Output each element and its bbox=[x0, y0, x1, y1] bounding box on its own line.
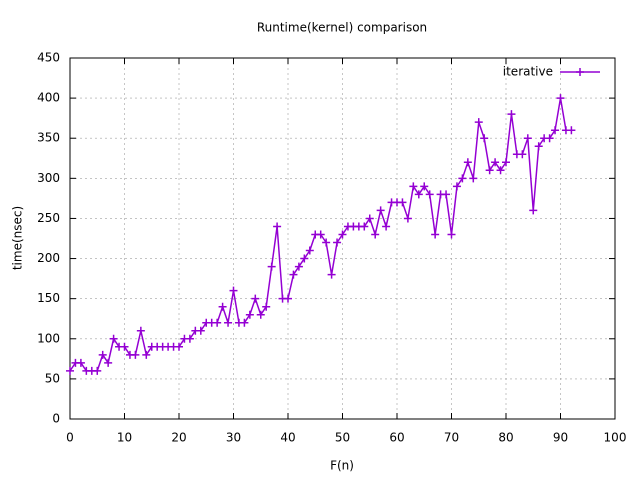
data-point bbox=[496, 166, 505, 175]
y-tick-label: 400 bbox=[37, 91, 60, 105]
data-point bbox=[120, 342, 129, 351]
data-point bbox=[245, 310, 254, 319]
data-point bbox=[409, 182, 418, 191]
data-point bbox=[567, 126, 576, 135]
data-point bbox=[142, 350, 151, 359]
data-point bbox=[316, 230, 325, 239]
y-tick-label: 200 bbox=[37, 251, 60, 265]
data-point bbox=[556, 94, 565, 103]
data-point bbox=[327, 270, 336, 279]
y-tick-label: 100 bbox=[37, 331, 60, 345]
data-point bbox=[491, 158, 500, 167]
x-tick-label: 90 bbox=[553, 431, 568, 445]
y-tick-label: 450 bbox=[37, 51, 60, 65]
data-point bbox=[518, 150, 527, 159]
data-point bbox=[267, 262, 276, 271]
y-tick-label: 250 bbox=[37, 211, 60, 225]
data-point bbox=[131, 350, 140, 359]
data-point bbox=[218, 302, 227, 311]
plot-border bbox=[69, 57, 616, 420]
data-point bbox=[452, 182, 461, 191]
data-point bbox=[229, 286, 238, 295]
y-tick-label: 0 bbox=[52, 412, 60, 426]
data-point bbox=[534, 142, 543, 151]
data-point bbox=[551, 126, 560, 135]
data-point bbox=[458, 174, 467, 183]
x-tick-label: 60 bbox=[389, 431, 404, 445]
data-point bbox=[98, 350, 107, 359]
x-tick-label: 70 bbox=[444, 431, 459, 445]
data-point bbox=[109, 334, 118, 343]
data-point bbox=[545, 134, 554, 143]
data-point bbox=[414, 190, 423, 199]
y-tick-label: 50 bbox=[45, 371, 60, 385]
data-point bbox=[294, 262, 303, 271]
data-point bbox=[93, 366, 102, 375]
data-point bbox=[284, 294, 292, 303]
data-point bbox=[463, 158, 472, 167]
data-point bbox=[507, 110, 516, 119]
data-point bbox=[485, 166, 494, 175]
data-point bbox=[256, 310, 265, 319]
chart-title: Runtime(kernel) comparison bbox=[257, 21, 427, 35]
data-point bbox=[447, 230, 456, 239]
legend-marker bbox=[576, 68, 584, 76]
data-point bbox=[360, 222, 369, 231]
data-point bbox=[403, 214, 412, 223]
data-point bbox=[420, 182, 429, 191]
data-point bbox=[76, 358, 85, 367]
data-point bbox=[273, 222, 282, 231]
data-point bbox=[251, 294, 260, 303]
x-tick-label: 10 bbox=[117, 431, 132, 445]
data-point bbox=[333, 238, 342, 247]
data-point bbox=[262, 302, 271, 311]
data-point bbox=[213, 318, 222, 327]
data-point bbox=[240, 318, 249, 327]
data-point bbox=[398, 198, 407, 207]
y-tick-label: 300 bbox=[37, 171, 60, 185]
x-tick-label: 0 bbox=[66, 431, 74, 445]
data-point bbox=[224, 318, 233, 327]
data-point bbox=[474, 118, 483, 127]
data-point bbox=[502, 158, 510, 167]
x-tick-label: 40 bbox=[280, 431, 295, 445]
x-tick-label: 100 bbox=[604, 431, 627, 445]
x-tick-label: 20 bbox=[171, 431, 186, 445]
data-point bbox=[196, 326, 205, 335]
data-point bbox=[300, 254, 309, 263]
x-tick-label: 50 bbox=[335, 431, 350, 445]
data-point bbox=[305, 246, 314, 255]
data-point bbox=[523, 134, 532, 143]
data-point bbox=[382, 222, 391, 231]
legend-label: iterative bbox=[503, 65, 553, 79]
data-point bbox=[480, 134, 489, 143]
data-point bbox=[322, 238, 331, 247]
x-axis-label: F(n) bbox=[330, 459, 354, 473]
data-point bbox=[376, 206, 385, 215]
x-tick-label: 80 bbox=[498, 431, 513, 445]
data-point bbox=[338, 230, 347, 239]
data-point bbox=[431, 230, 440, 239]
y-tick-label: 350 bbox=[37, 131, 60, 145]
data-point bbox=[289, 270, 298, 279]
data-point bbox=[469, 174, 478, 183]
y-axis-label: time(nsec) bbox=[11, 206, 25, 270]
data-point bbox=[185, 334, 194, 343]
data-point bbox=[66, 366, 74, 375]
x-tick-label: 30 bbox=[226, 431, 241, 445]
data-point bbox=[175, 342, 183, 351]
data-point bbox=[371, 230, 380, 239]
data-point bbox=[365, 214, 374, 223]
data-point bbox=[442, 190, 451, 199]
data-point bbox=[104, 358, 113, 367]
y-tick-label: 150 bbox=[37, 291, 60, 305]
data-point bbox=[529, 206, 538, 215]
data-point bbox=[136, 326, 145, 335]
data-point bbox=[425, 190, 434, 199]
